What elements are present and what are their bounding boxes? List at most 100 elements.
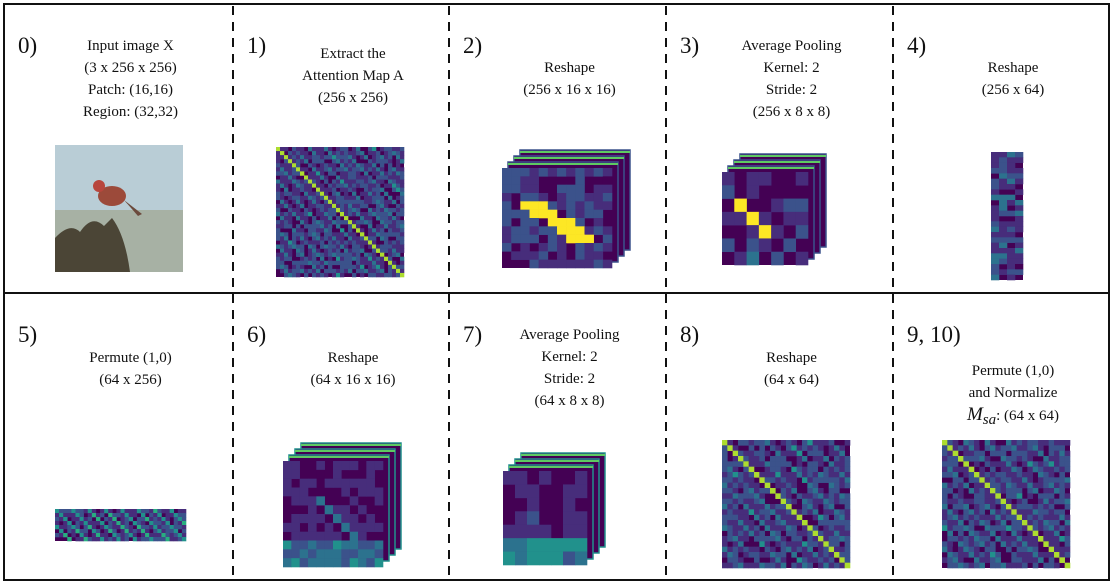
heatmap-cell [352, 224, 356, 228]
heatmap-cell [823, 520, 829, 526]
heatmap-cell [1059, 440, 1065, 446]
heatmap-cell [958, 445, 964, 451]
heatmap-cell [141, 529, 145, 533]
heatmap-cell [845, 499, 851, 505]
heatmap-cell [942, 520, 948, 526]
caption-line: (256 x 16 x 16) [523, 82, 616, 98]
heatmap-cell [276, 159, 280, 163]
heatmap-cell [990, 461, 996, 467]
heatmap-cell [1007, 227, 1015, 233]
heatmap-cell [749, 504, 755, 510]
heatmap-cell [995, 515, 1001, 521]
heatmap-cell [947, 563, 953, 569]
heatmap-cell [316, 180, 320, 184]
heatmap-cell [1038, 440, 1044, 446]
heatmap-cell [786, 488, 792, 494]
heatmap-cell [291, 549, 300, 558]
heatmap-cell [296, 224, 300, 228]
heatmap-cell [296, 171, 300, 175]
heatmap-cell [722, 461, 728, 467]
heatmap-cell [839, 563, 845, 569]
heatmap-cell [1007, 253, 1015, 259]
heatmap-cell [358, 541, 367, 550]
heatmap-cell [770, 461, 776, 467]
heatmap-cell [765, 488, 771, 494]
heatmap-cell [985, 515, 991, 521]
heatmap-cell [348, 208, 352, 212]
heatmap-cell [733, 536, 739, 542]
heatmap-cell [1001, 461, 1007, 467]
heatmap-cell [991, 179, 999, 185]
heatmap-cell [356, 184, 360, 188]
heatmap-cell [511, 168, 520, 177]
heatmap-cell [360, 257, 364, 261]
heatmap-cell [1033, 504, 1039, 510]
heatmap-cell [352, 147, 356, 151]
heatmap-cell [384, 240, 388, 244]
heatmap-cell [797, 557, 803, 563]
heatmap-cell [990, 541, 996, 547]
heatmap-cell [747, 212, 760, 226]
heatmap-cell [1006, 440, 1012, 446]
heatmap-cell [802, 493, 808, 499]
heatmap-cell [1049, 525, 1055, 531]
heatmap-cell [747, 172, 760, 186]
heatmap-cell [807, 552, 813, 558]
heatmap-cell [292, 184, 296, 188]
heatmap-cell [352, 240, 356, 244]
heatmap-cell [300, 253, 304, 257]
heatmap-cell [990, 552, 996, 558]
heatmap-cell [749, 520, 755, 526]
heatmap-cell [733, 467, 739, 473]
heatmap-cell [388, 212, 392, 216]
heatmap-cell [392, 249, 396, 253]
heatmap-cell [312, 253, 316, 257]
heatmap-cell [727, 536, 733, 542]
heatmap-cell [284, 257, 288, 261]
heatmap-cell [1006, 547, 1012, 553]
heatmap-cell [344, 261, 348, 265]
heatmap-cell [1059, 536, 1065, 542]
heatmap-cell [727, 552, 733, 558]
heatmap-cell [333, 479, 342, 488]
heatmap-cell [985, 531, 991, 537]
heatmap-cell [376, 180, 380, 184]
heatmap-cell [1017, 563, 1023, 569]
heatmap-cell [823, 440, 829, 446]
heatmap-cell [348, 171, 352, 175]
heatmap-cell [358, 549, 367, 558]
heatmap-cell [1065, 547, 1071, 553]
heatmap-cell [358, 479, 367, 488]
heatmap-cell [71, 509, 75, 513]
heatmap-cell [141, 513, 145, 517]
heatmap-cell [400, 204, 404, 208]
heatmap-cell [834, 493, 840, 499]
heatmap-cell [947, 488, 953, 494]
heatmap-cell [300, 200, 304, 204]
heatmap-cell [1017, 445, 1023, 451]
heatmap-cell [333, 532, 342, 541]
heatmap-cell [770, 536, 776, 542]
heatmap-cell [320, 192, 324, 196]
heatmap-cell [400, 212, 404, 216]
heatmap-cell [280, 167, 284, 171]
heatmap-cell [340, 261, 344, 265]
heatmap-cell [979, 499, 985, 505]
heatmap-cell [995, 509, 1001, 515]
heatmap-cell [356, 249, 360, 253]
heatmap-cell [356, 200, 360, 204]
heatmap-cell [372, 208, 376, 212]
heatmap-cell [759, 493, 765, 499]
heatmap-cell [733, 557, 739, 563]
heatmap-cell [376, 228, 380, 232]
heatmap-cell [1059, 467, 1065, 473]
heatmap-cell [316, 155, 320, 159]
heatmap-cell [797, 509, 803, 515]
heatmap-cell [283, 496, 292, 505]
heatmap-cell [161, 525, 165, 529]
heatmap-cell [308, 224, 312, 228]
heatmap-cell [733, 531, 739, 537]
heatmap-cell [503, 538, 515, 552]
heatmap-cell [166, 513, 170, 517]
heatmap-cell [340, 220, 344, 224]
